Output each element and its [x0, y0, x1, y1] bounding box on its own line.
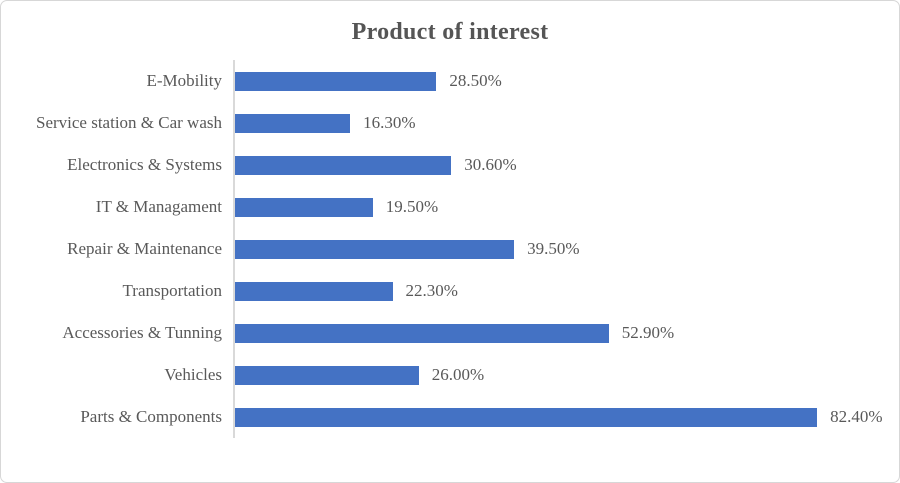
chart-row: Vehicles 26.00%: [21, 354, 885, 396]
value-label: 82.40%: [830, 407, 883, 426]
chart-row: IT & Managament 19.50%: [21, 186, 885, 228]
bar: [235, 365, 419, 385]
bar-track: 39.50%: [233, 228, 885, 270]
bar: [235, 323, 609, 343]
plot-area: E-Mobility 28.50% Service station & Car wa…: [21, 60, 885, 438]
category-label: IT & Managament: [95, 197, 222, 216]
bar: [235, 197, 373, 217]
bar-track: 28.50%: [233, 60, 885, 102]
value-label: 52.90%: [621, 323, 675, 342]
value-label: 26.00%: [431, 365, 485, 384]
chart-row: Electronics & Systems 30.60%: [21, 144, 885, 186]
bar: [235, 281, 393, 301]
bar-track: 52.90%: [233, 312, 885, 354]
category-label: Service station & Car wash: [35, 113, 222, 132]
value-label: 19.50%: [385, 197, 439, 216]
bar: [235, 239, 515, 259]
value-label: 28.50%: [449, 71, 502, 90]
chart-row: E-Mobility 28.50%: [21, 60, 885, 102]
bar-track: 22.30%: [233, 270, 885, 312]
bar: [235, 407, 818, 427]
value-label: 16.30%: [363, 113, 416, 132]
category-label: Repair & Maintenance: [67, 239, 222, 258]
chart-row: Accessories & Tunning 52.90%: [21, 312, 885, 354]
chart-row: Service station & Car wash 16.30%: [21, 102, 885, 144]
bar-track: 82.40%: [233, 396, 885, 438]
bar-track: 26.00%: [233, 354, 885, 396]
category-label: Transportation: [122, 281, 223, 300]
category-label: Accessories & Tunning: [62, 323, 222, 342]
chart-row: Transportation 22.30%: [21, 270, 885, 312]
bar-track: 30.60%: [233, 144, 885, 186]
chart-row: Repair & Maintenance 39.50%: [21, 228, 885, 270]
value-label: 22.30%: [405, 281, 458, 300]
chart-title: Product of interest: [351, 19, 549, 45]
value-label: 30.60%: [464, 155, 517, 174]
chart-row: Parts & Components 82.40%: [21, 396, 885, 438]
category-label: Parts & Components: [80, 407, 222, 426]
bar-track: 16.30%: [233, 102, 885, 144]
category-label: E-Mobility: [146, 71, 222, 90]
bar: [235, 71, 437, 91]
value-label: 39.50%: [527, 239, 580, 258]
bar-track: 19.50%: [233, 186, 885, 228]
category-label: Electronics & Systems: [67, 155, 222, 174]
category-label: Vehicles: [164, 365, 222, 384]
bar: [235, 113, 351, 133]
bar: [235, 155, 452, 175]
